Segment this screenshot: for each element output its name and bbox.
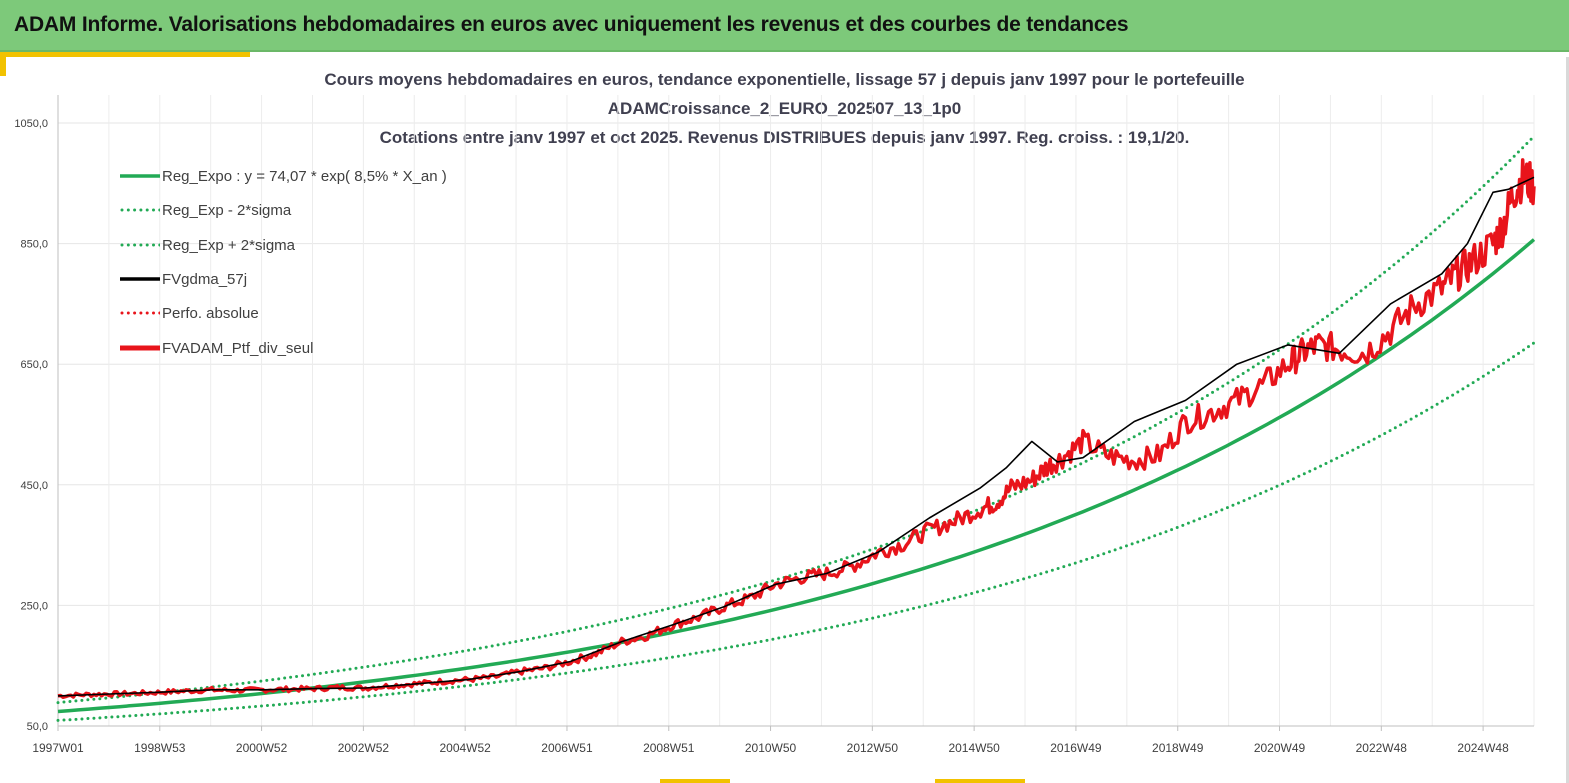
x-tick-label: 2014W50 <box>948 741 1000 755</box>
chart-title-line-1: Cours moyens hebdomadaires en euros, ten… <box>324 70 1245 89</box>
legend-swatch-solid-red <box>120 345 160 351</box>
x-tick-label: 2024W48 <box>1457 741 1509 755</box>
series-reg-exp-minus-2sigma <box>56 341 1536 722</box>
chart-title-line-2: ADAMCroissance_2_EURO_202507_13_1p0 <box>607 99 962 118</box>
y-tick-label: 50,0 <box>27 721 48 733</box>
y-tick-label: 850,0 <box>20 239 48 251</box>
legend-swatch-dotted-red <box>120 311 160 315</box>
x-tick-label: 2002W52 <box>338 741 390 755</box>
legend-item-low: Reg_Exp - 2*sigma <box>120 199 291 221</box>
legend-label-perfo: Perfo. absolue <box>162 304 259 322</box>
chart-title-line-3: Cotations entre janv 1997 et oct 2025. R… <box>379 128 1190 147</box>
accent-bar-top <box>0 52 250 57</box>
x-tick-label: 2006W51 <box>541 741 593 755</box>
y-tick-label: 650,0 <box>20 359 48 371</box>
y-tick-label: 1050,0 <box>14 118 48 130</box>
y-tick-label: 250,0 <box>20 600 48 612</box>
series-fvadam-ptf-div-seul <box>57 158 1536 700</box>
legend-label-high: Reg_Exp + 2*sigma <box>162 236 295 254</box>
x-tick-label: 2022W48 <box>1356 741 1408 755</box>
x-tick-label: 2020W49 <box>1254 741 1306 755</box>
legend-item-high: Reg_Exp + 2*sigma <box>120 234 295 256</box>
legend-item-reg: Reg_Expo : y = 74,07 * exp( 8,5% * X_an … <box>120 165 447 187</box>
report-title: ADAM Informe. Valorisations hebdomadaire… <box>14 13 1129 36</box>
x-tick-label: 2016W49 <box>1050 741 1102 755</box>
series-fvgdma-57j <box>57 176 1535 697</box>
line-chart: 50,0 250,0 450,0 650,0 850,0 1050,0 1997W01 199… <box>14 95 1536 755</box>
x-tick-label: 2010W50 <box>745 741 797 755</box>
legend-swatch-solid-black <box>120 277 160 281</box>
x-tick-label: 2012W50 <box>847 741 899 755</box>
x-tick-label: 1998W53 <box>134 741 186 755</box>
report-header: ADAM Informe. Valorisations hebdomadaire… <box>0 0 1569 52</box>
legend-item-smooth: FVgdma_57j <box>120 268 247 290</box>
legend-swatch-dotted-green <box>120 243 160 247</box>
legend-item-ptf: FVADAM_Ptf_div_seul <box>120 337 313 359</box>
x-tick-label: 2018W49 <box>1152 741 1204 755</box>
accent-bar-bottom-1 <box>660 779 730 783</box>
chart-area: Cours moyens hebdomadaires en euros, ten… <box>0 57 1569 783</box>
series-reg-expo <box>57 238 1536 714</box>
y-tick-label: 450,0 <box>20 480 48 492</box>
x-tick-label: 2008W51 <box>643 741 695 755</box>
accent-bar-bottom-2 <box>935 779 1025 783</box>
legend-swatch-dotted-green <box>120 208 160 212</box>
legend-item-perfo: Perfo. absolue <box>120 302 259 324</box>
x-tick-label: 1997W01 <box>32 741 84 755</box>
legend-label-ptf: FVADAM_Ptf_div_seul <box>162 339 314 357</box>
series-reg-exp-plus-2sigma <box>56 134 1536 705</box>
x-tick-label: 2000W52 <box>236 741 288 755</box>
legend-label-low: Reg_Exp - 2*sigma <box>162 201 292 219</box>
legend-label-smooth: FVgdma_57j <box>162 270 248 288</box>
legend-swatch-solid-green <box>120 174 160 178</box>
accent-bar-left <box>0 52 6 76</box>
legend-label-reg: Reg_Expo : y = 74,07 * exp( 8,5% * X_an … <box>162 167 447 185</box>
x-tick-label: 2004W52 <box>439 741 491 755</box>
